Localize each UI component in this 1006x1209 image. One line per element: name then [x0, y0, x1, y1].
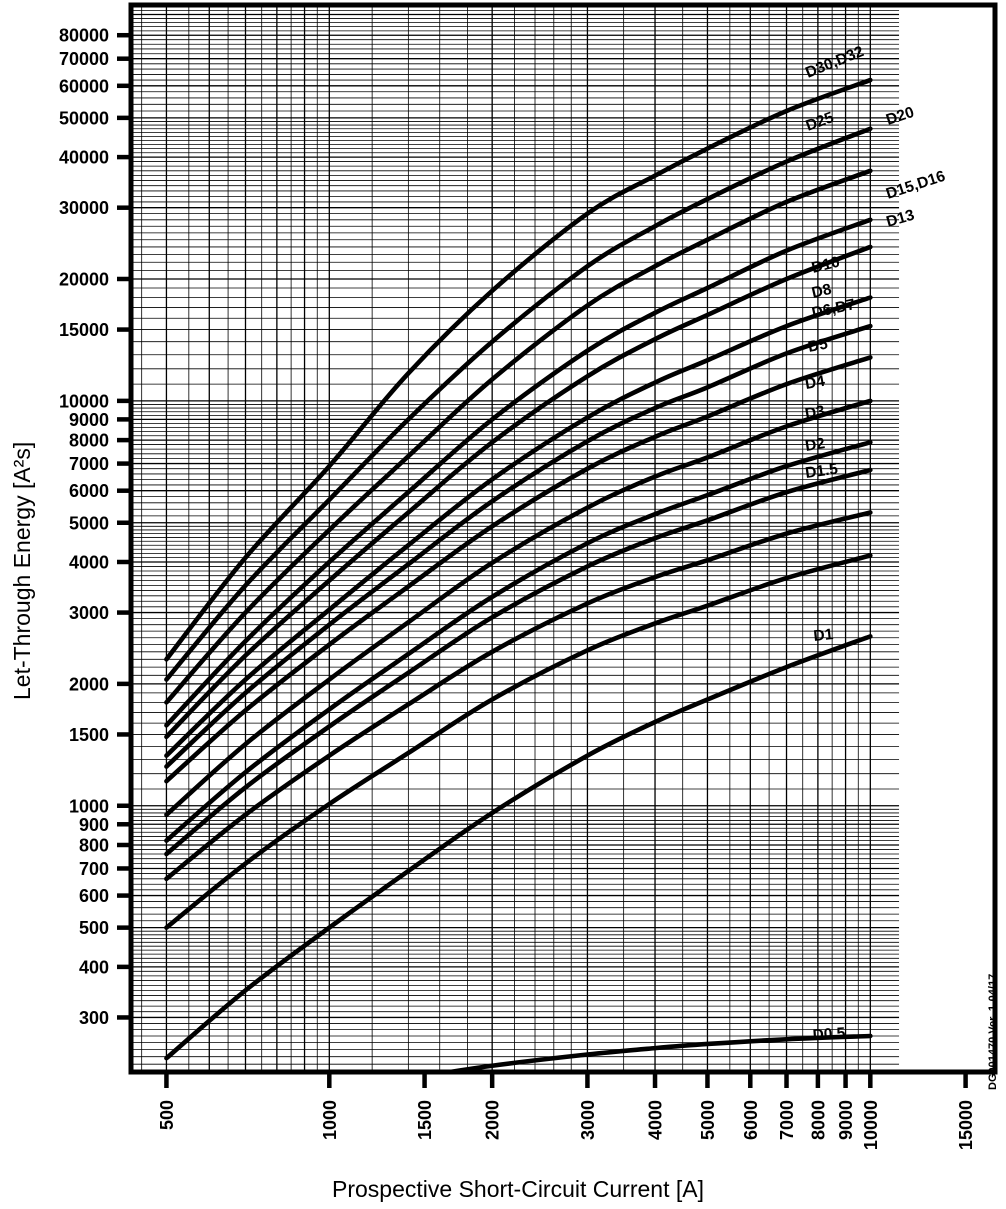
y-tick-label: 70000 — [59, 49, 109, 69]
plot-frame — [128, 2, 998, 1075]
y-tick-label: 400 — [79, 957, 109, 977]
y-tick-label: 1000 — [69, 796, 109, 816]
x-tick-label: 500 — [157, 1100, 177, 1130]
curve-D20 — [164, 168, 873, 705]
y-tick-label: 3000 — [69, 603, 109, 623]
x-tick-label: 1000 — [320, 1100, 340, 1140]
y-tick-label: 700 — [79, 859, 109, 879]
y-tick-label: 800 — [79, 835, 109, 855]
minor-gridlines — [131, 5, 995, 1072]
curve-D15-D16 — [164, 217, 873, 728]
y-tick-label: 8000 — [69, 431, 109, 451]
curve-label-D4: D4 — [804, 373, 827, 393]
y-tick-label: 500 — [79, 918, 109, 938]
plot-background — [131, 5, 995, 1072]
y-axis-title: Let-Through Energy [A²s] — [9, 442, 35, 700]
curve-label-D1-5: D1.5 — [804, 461, 839, 482]
curve-D3 — [164, 467, 873, 857]
curve-D25 — [164, 126, 873, 682]
x-tick-label: 7000 — [777, 1100, 797, 1140]
curve-label-D0-5: D0.5 — [812, 1025, 846, 1044]
y-tick-label: 9000 — [69, 410, 109, 430]
curve-D2 — [164, 510, 873, 882]
curve-D5 — [164, 398, 873, 818]
x-axis-title: Prospective Short-Circuit Current [A] — [332, 1176, 704, 1202]
y-tick-label: 50000 — [59, 108, 109, 128]
y-tick-label: 40000 — [59, 148, 109, 168]
y-tick-label: 30000 — [59, 198, 109, 218]
y-tick-label: 4000 — [69, 552, 109, 572]
curve-label-D1: D1 — [813, 626, 835, 645]
curve-label-D2: D2 — [804, 435, 826, 455]
curve-label-D3: D3 — [804, 403, 827, 423]
curve-D4 — [164, 440, 873, 843]
y-tick-label: 20000 — [59, 269, 109, 289]
document-id: DG001470 Ver. 1-04/17 — [987, 974, 999, 1090]
curve-D10 — [164, 295, 873, 758]
x-tick-label: 10000 — [861, 1100, 881, 1150]
y-tick-label: 600 — [79, 886, 109, 906]
y-tick-label: 80000 — [59, 26, 109, 46]
x-tick-label: 8000 — [808, 1100, 828, 1140]
y-tick-label: 10000 — [59, 391, 109, 411]
curve-label-D5: D5 — [807, 335, 830, 356]
x-tick-label: 6000 — [741, 1100, 761, 1140]
y-tick-label: 6000 — [69, 481, 109, 501]
x-tick-label: 15000 — [956, 1100, 976, 1150]
y-tick-label: 300 — [79, 1008, 109, 1028]
curve-D0-5 — [447, 1033, 873, 1070]
y-tick-label: 15000 — [59, 320, 109, 340]
curve-D13 — [164, 244, 873, 740]
x-tick-label: 2000 — [483, 1100, 503, 1140]
x-tick-label: 9000 — [836, 1100, 856, 1140]
x-tick-label: 3000 — [578, 1100, 598, 1140]
y-tick-label: 60000 — [59, 76, 109, 96]
curve-D6-D7 — [164, 355, 873, 784]
y-tick-label: 2000 — [69, 674, 109, 694]
x-tick-label: 4000 — [646, 1100, 666, 1140]
x-tick-label: 1500 — [415, 1100, 435, 1140]
x-tick-label: 5000 — [698, 1100, 718, 1140]
curve-label-D8: D8 — [810, 281, 834, 302]
y-tick-label: 1500 — [69, 725, 109, 745]
x-axis-ticks: 500 1000 1500 2000 3000 4000 5000 6000 7000 8000 9… — [157, 1072, 976, 1150]
y-tick-label: 7000 — [69, 454, 109, 474]
curve-D1 — [164, 634, 873, 1061]
plot-right-blank — [899, 6, 994, 1071]
curves — [164, 77, 873, 1070]
curve-D8 — [164, 323, 873, 769]
curve-D30-D32 — [164, 77, 873, 662]
y-tick-label: 5000 — [69, 513, 109, 533]
major-gridlines — [131, 5, 995, 1072]
curve-D1-5 — [164, 553, 873, 930]
curve-label-D10: D10 — [810, 254, 842, 277]
y-tick-label: 900 — [79, 815, 109, 835]
